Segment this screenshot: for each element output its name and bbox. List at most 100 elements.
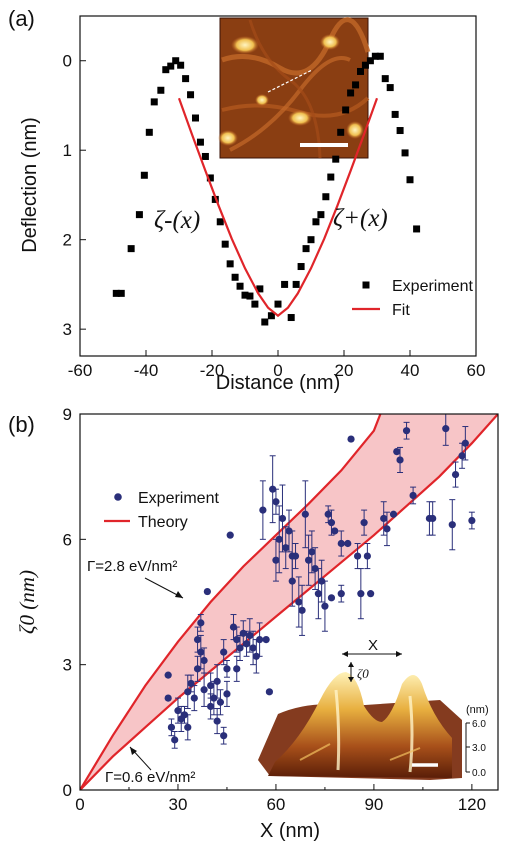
x-tick-label: 20 xyxy=(335,361,354,380)
data-point xyxy=(391,110,399,118)
x-tick-label: 0 xyxy=(273,361,282,380)
data-point xyxy=(402,427,411,435)
data-point xyxy=(451,470,460,479)
data-point xyxy=(274,300,282,308)
data-point xyxy=(301,510,309,518)
data-point xyxy=(172,57,180,65)
data-point xyxy=(287,314,295,322)
x-tick-label: 40 xyxy=(401,361,420,380)
data-point xyxy=(396,456,404,464)
legend-marker xyxy=(362,281,370,289)
panel-b-ylabel: ζ0 (nm) xyxy=(15,570,39,634)
inset-scale-tick: 3.0 xyxy=(472,743,486,754)
y-tick-label: 1 xyxy=(63,141,72,160)
data-point xyxy=(383,525,391,533)
x-tick-label: -20 xyxy=(200,361,225,380)
data-point xyxy=(200,686,208,694)
data-point xyxy=(184,688,192,696)
data-point xyxy=(167,62,175,70)
data-point xyxy=(167,723,176,731)
data-point xyxy=(357,67,364,75)
x-tick-label: 30 xyxy=(169,795,188,814)
inset-scale-tick: 0.0 xyxy=(472,768,486,779)
data-point xyxy=(226,260,234,268)
x-tick-label: -40 xyxy=(134,361,159,380)
afm-inset-image xyxy=(218,17,371,159)
data-point xyxy=(112,289,120,297)
data-point xyxy=(396,127,404,135)
data-point xyxy=(262,636,270,644)
inset-x-label: X xyxy=(368,637,378,654)
data-point xyxy=(216,218,224,226)
inset-scale-unit: (nm) xyxy=(466,704,489,716)
afm-profile-line xyxy=(267,69,313,93)
data-point xyxy=(324,510,332,518)
y-tick-label: 9 xyxy=(63,405,72,424)
panel-b-data xyxy=(80,414,498,790)
data-point xyxy=(363,552,371,560)
data-point xyxy=(371,52,379,60)
legend-label: Fit xyxy=(392,302,410,319)
data-point xyxy=(206,174,214,182)
x-tick-label: 0 xyxy=(75,795,84,814)
afm-3d-inset: X ζ0 (nm) 6.0 3.0 0.0 xyxy=(258,637,489,780)
data-point xyxy=(344,539,352,548)
panel-a: (a) -60 -40 -20 0 20 40 60 0 1 2 3 Experiment Fit ζ-… xyxy=(8,6,485,394)
data-point xyxy=(297,263,305,271)
data-point xyxy=(311,564,319,573)
data-point xyxy=(367,590,375,598)
fit-line xyxy=(177,97,379,318)
data-point xyxy=(201,152,209,160)
data-point xyxy=(241,291,249,299)
inset-zeta-label: ζ0 xyxy=(357,666,369,681)
data-point xyxy=(307,236,315,244)
x-tick-label: 120 xyxy=(458,795,486,814)
data-point xyxy=(233,636,241,644)
data-point xyxy=(291,552,300,560)
data-point xyxy=(380,514,388,523)
data-point xyxy=(256,285,264,293)
data-point xyxy=(200,656,208,665)
data-point xyxy=(256,636,264,644)
data-point xyxy=(353,552,362,560)
data-point xyxy=(281,280,289,288)
data-point xyxy=(236,282,244,290)
data-point xyxy=(360,519,368,527)
data-point xyxy=(174,707,182,715)
legend-marker xyxy=(114,493,122,501)
data-point xyxy=(458,452,466,460)
panel-b-plot: 0 30 60 90 120 0 3 6 9 Experiment Theory xyxy=(63,405,498,814)
gamma-low-label: Γ=0.6 eV/nm² xyxy=(105,769,195,786)
data-point xyxy=(157,86,165,94)
data-point xyxy=(140,171,148,179)
data-point xyxy=(197,619,205,627)
data-point xyxy=(246,631,254,640)
x-tick-label: 60 xyxy=(266,795,285,814)
data-point xyxy=(275,535,283,543)
panel-a-plot: -60 -40 -20 0 20 40 60 0 1 2 3 Experiment Fit xyxy=(63,52,486,380)
zeta-minus-label: ζ-(x) xyxy=(154,207,200,234)
data-point xyxy=(386,84,394,92)
data-point xyxy=(409,491,417,500)
data-point xyxy=(221,240,229,248)
panel-a-xlabel: Distance (nm) xyxy=(216,372,340,394)
y-tick-label: 3 xyxy=(63,320,72,339)
data-point xyxy=(314,590,322,598)
legend-label: Experiment xyxy=(392,278,473,295)
scale-bar xyxy=(300,143,348,147)
panel-b: (b) 0 30 60 90 120 0 3 6 9 Experiment Theory X ζ0 … xyxy=(8,405,499,842)
data-point xyxy=(393,448,401,456)
panel-a-label: (a) xyxy=(8,6,35,31)
y-tick-label: 0 xyxy=(63,781,72,800)
data-point xyxy=(285,527,293,535)
x-tick-label: -60 xyxy=(68,361,93,380)
data-point xyxy=(321,602,329,610)
data-point xyxy=(389,510,398,518)
data-point xyxy=(184,723,192,731)
x-tick-label: 90 xyxy=(364,795,383,814)
data-point xyxy=(229,623,238,631)
data-point xyxy=(332,155,340,163)
data-point xyxy=(337,128,345,136)
data-point xyxy=(292,280,300,288)
